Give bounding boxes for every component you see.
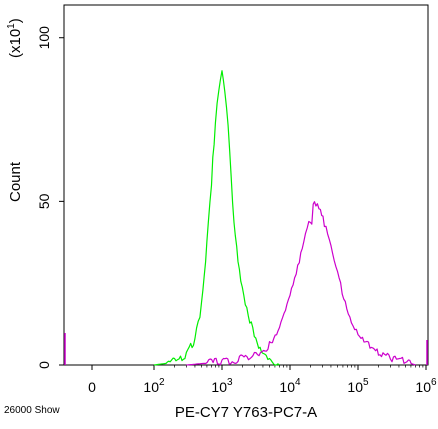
x-tick-label: 105 [347, 377, 369, 395]
x-tick-label: 0 [88, 379, 96, 395]
y-axis-multiplier: (x101) [6, 18, 24, 58]
y-tick-label: 50 [36, 193, 52, 209]
plot-frame [63, 4, 429, 366]
y-tick-label: 100 [36, 26, 52, 50]
x-tick-label: 103 [211, 377, 233, 395]
x-axis-ticks: 0 102 103 104 105 106 [88, 365, 437, 395]
histogram-series [64, 70, 428, 366]
histogram-line-1 [153, 70, 280, 366]
x-tick-label: 102 [143, 377, 165, 395]
y-tick-label: 0 [36, 361, 52, 369]
y-axis-label: Count [7, 161, 24, 202]
histogram-line-2 [186, 201, 416, 366]
x-axis-label: PE-CY7 Y763-PC7-A [175, 404, 317, 421]
x-tick-label: 104 [279, 377, 301, 395]
event-count-label: 26000 Show [4, 405, 60, 416]
x-tick-label: 106 [415, 377, 437, 395]
y-axis-ticks: 0 50 100 [36, 26, 64, 369]
